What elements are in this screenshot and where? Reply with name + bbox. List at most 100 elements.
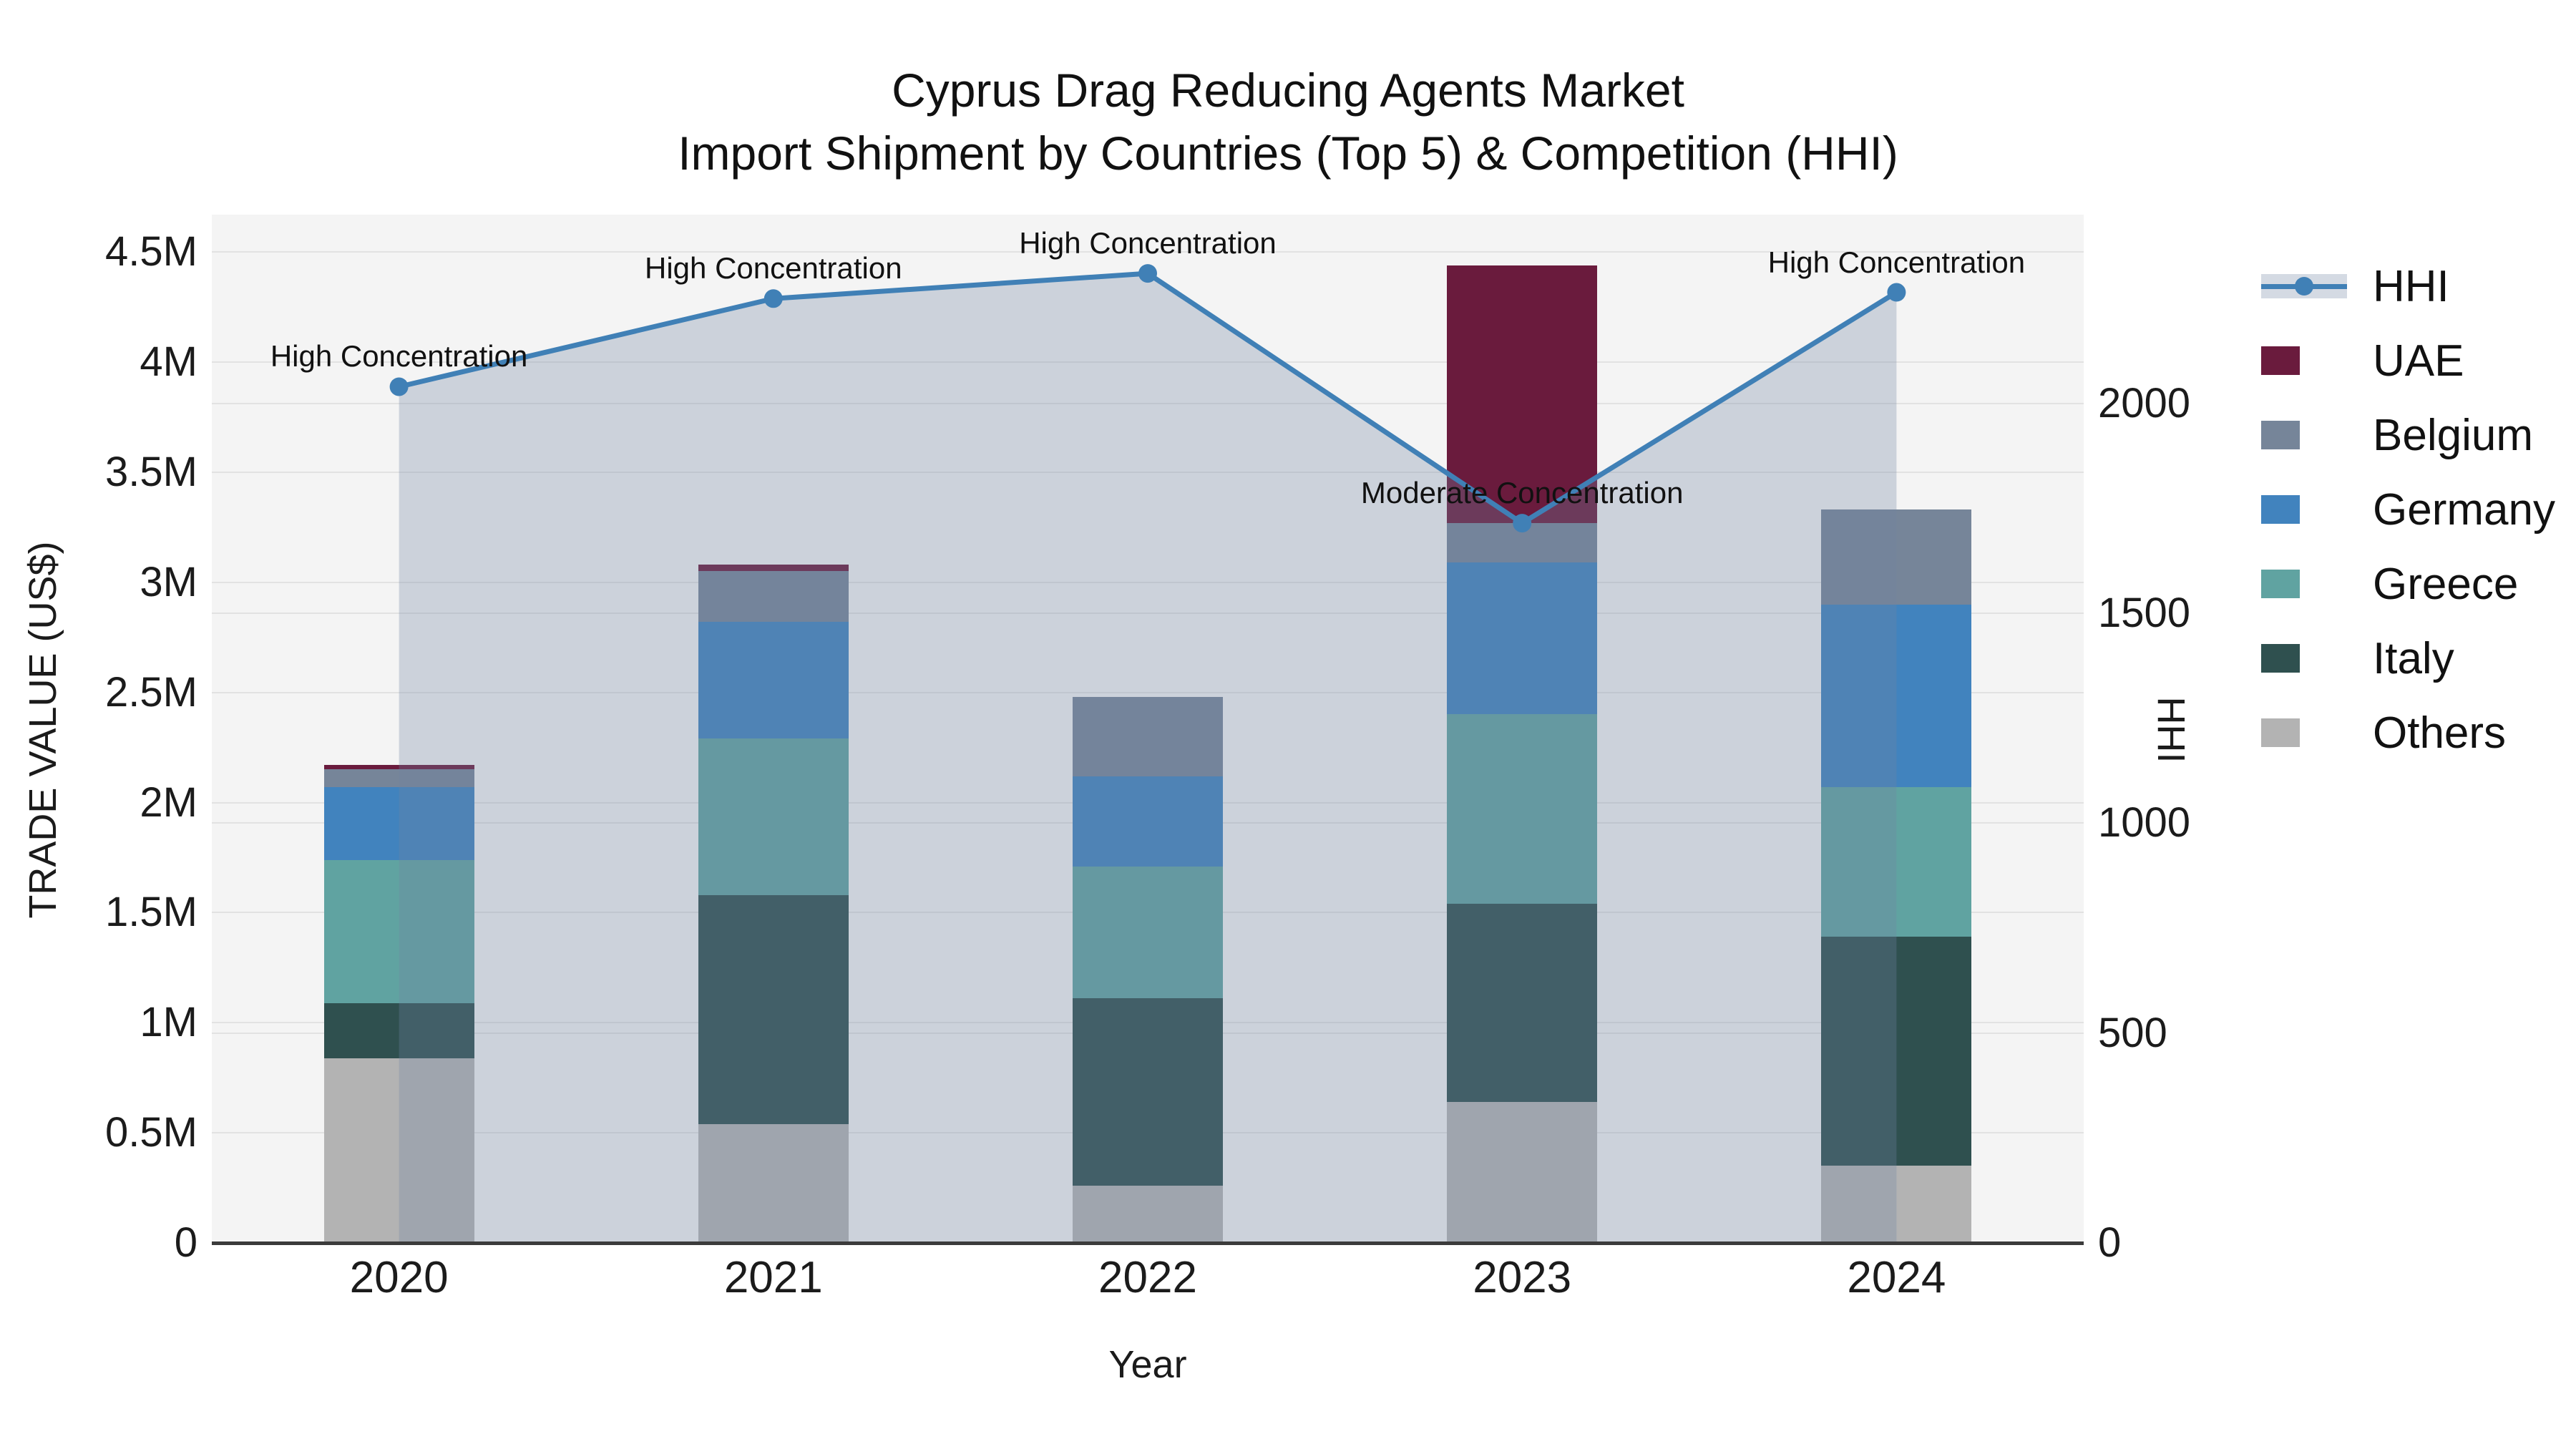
right-tick-1000: 1000 (2098, 799, 2191, 847)
legend-swatch-others (2261, 718, 2300, 747)
hhi-marker-2024[interactable] (1887, 283, 1906, 302)
bar-2021-others[interactable] (698, 1123, 849, 1243)
bar-2022-germany[interactable] (1073, 776, 1223, 867)
bar-2020-germany[interactable] (323, 787, 474, 860)
legend-swatch-uae (2261, 346, 2300, 375)
annotation-2020: High Concentration (270, 339, 528, 374)
bar-2021-uae[interactable] (698, 565, 849, 572)
x-tick-2023: 2023 (1473, 1253, 1572, 1302)
bar-2024-germany[interactable] (1821, 604, 1972, 788)
legend-label-belgium: Belgium (2373, 410, 2533, 460)
gridline-left-3.5M (212, 472, 2084, 474)
legend-item-germany[interactable]: Germany (2261, 472, 2555, 547)
hhi-area-fill (399, 273, 1897, 1244)
right-axis-title: HHI (2150, 696, 2192, 763)
left-tick-1M: 1M (140, 999, 197, 1046)
x-tick-2022: 2022 (1098, 1253, 1197, 1302)
legend-swatch-belgium (2261, 421, 2300, 449)
bar-2023-greece[interactable] (1447, 714, 1598, 904)
legend-label-others: Others (2373, 708, 2507, 758)
x-tick-2020: 2020 (349, 1253, 449, 1302)
x-tick-2021: 2021 (723, 1253, 823, 1302)
legend-key-greece (2261, 570, 2354, 598)
gridline-left-4.5M (212, 251, 2084, 253)
x-tick-2024: 2024 (1847, 1253, 1946, 1302)
bar-2022-italy[interactable] (1073, 998, 1223, 1186)
gridline-right-2000 (212, 402, 2084, 404)
hhi-legend-marker (2295, 277, 2313, 296)
bar-2023-italy[interactable] (1447, 904, 1598, 1103)
hhi-marker-2021[interactable] (763, 289, 783, 308)
bar-2024-italy[interactable] (1821, 937, 1972, 1166)
gridline-right-1500 (212, 613, 2084, 615)
legend-label-greece: Greece (2373, 559, 2519, 609)
left-axis-title: TRADE VALUE (US$) (21, 540, 64, 919)
hhi-marker-2022[interactable] (1138, 264, 1157, 283)
legend-key-belgium (2261, 421, 2354, 449)
annotation-2024: High Concentration (1767, 245, 2026, 279)
bar-2022-others[interactable] (1073, 1185, 1223, 1243)
chart-title-line1: Cyprus Drag Reducing Agents Market (892, 64, 1684, 117)
left-tick-0.5M: 0.5M (105, 1109, 197, 1156)
gridline-left-2.5M (212, 691, 2084, 693)
bar-2020-greece[interactable] (323, 859, 474, 1003)
annotation-2023: Moderate Concentration (1360, 476, 1684, 510)
left-tick-4.5M: 4.5M (105, 228, 197, 275)
bar-2023-others[interactable] (1447, 1102, 1598, 1243)
bar-2024-belgium[interactable] (1821, 509, 1972, 605)
bar-2020-uae[interactable] (323, 765, 474, 770)
left-tick-2M: 2M (140, 779, 197, 826)
bar-2022-greece[interactable] (1073, 866, 1223, 999)
legend-swatch-greece (2261, 570, 2300, 598)
x-axis-title: Year (1108, 1343, 1187, 1386)
right-tick-500: 500 (2098, 1009, 2167, 1056)
bar-2020-italy[interactable] (323, 1002, 474, 1058)
right-tick-0: 0 (2098, 1219, 2122, 1266)
legend-item-uae[interactable]: UAE (2261, 323, 2555, 398)
bar-2021-germany[interactable] (698, 622, 849, 739)
right-tick-2000: 2000 (2098, 379, 2191, 426)
bar-2023-uae[interactable] (1447, 265, 1598, 523)
hhi-marker-2023[interactable] (1513, 514, 1532, 533)
chart-title: Cyprus Drag Reducing Agents Market Impor… (0, 59, 2576, 185)
right-tick-1500: 1500 (2098, 590, 2191, 637)
hhi-legend-line-icon (2261, 274, 2347, 298)
gridline-left-4M (212, 361, 2084, 364)
left-tick-4M: 4M (140, 338, 197, 386)
bar-2024-others[interactable] (1821, 1166, 1972, 1243)
legend-swatch-germany (2261, 495, 2300, 524)
legend: HHI UAE Belgium Germany Greece Italy Others (2261, 249, 2555, 770)
left-tick-0: 0 (174, 1219, 197, 1266)
legend-item-greece[interactable]: Greece (2261, 547, 2555, 621)
chart-title-line2: Import Shipment by Countries (Top 5) & C… (678, 127, 1898, 180)
left-tick-3M: 3M (140, 558, 197, 605)
bar-2022-belgium[interactable] (1073, 696, 1223, 776)
legend-label-hhi: HHI (2373, 261, 2449, 311)
bar-2020-others[interactable] (323, 1058, 474, 1243)
bar-2021-belgium[interactable] (698, 571, 849, 623)
hhi-marker-2020[interactable] (389, 377, 409, 396)
left-tick-1.5M: 1.5M (105, 889, 197, 936)
legend-item-hhi[interactable]: HHI (2261, 249, 2555, 323)
bar-2021-italy[interactable] (698, 894, 849, 1124)
bar-2023-germany[interactable] (1447, 562, 1598, 715)
legend-label-germany: Germany (2373, 484, 2555, 535)
bar-2021-greece[interactable] (698, 738, 849, 895)
legend-key-others (2261, 718, 2354, 747)
legend-item-others[interactable]: Others (2261, 696, 2555, 770)
annotation-2022: High Concentration (1019, 226, 1277, 260)
legend-key-hhi (2261, 274, 2354, 298)
legend-item-italy[interactable]: Italy (2261, 621, 2555, 696)
bar-2024-greece[interactable] (1821, 787, 1972, 937)
legend-key-italy (2261, 644, 2354, 673)
legend-key-germany (2261, 495, 2354, 524)
gridline-left-3M (212, 581, 2084, 583)
legend-swatch-italy (2261, 644, 2300, 673)
legend-label-uae: UAE (2373, 336, 2464, 386)
legend-item-belgium[interactable]: Belgium (2261, 398, 2555, 472)
x-axis-line (212, 1241, 2084, 1245)
bar-2020-belgium[interactable] (323, 769, 474, 788)
left-tick-2.5M: 2.5M (105, 668, 197, 716)
